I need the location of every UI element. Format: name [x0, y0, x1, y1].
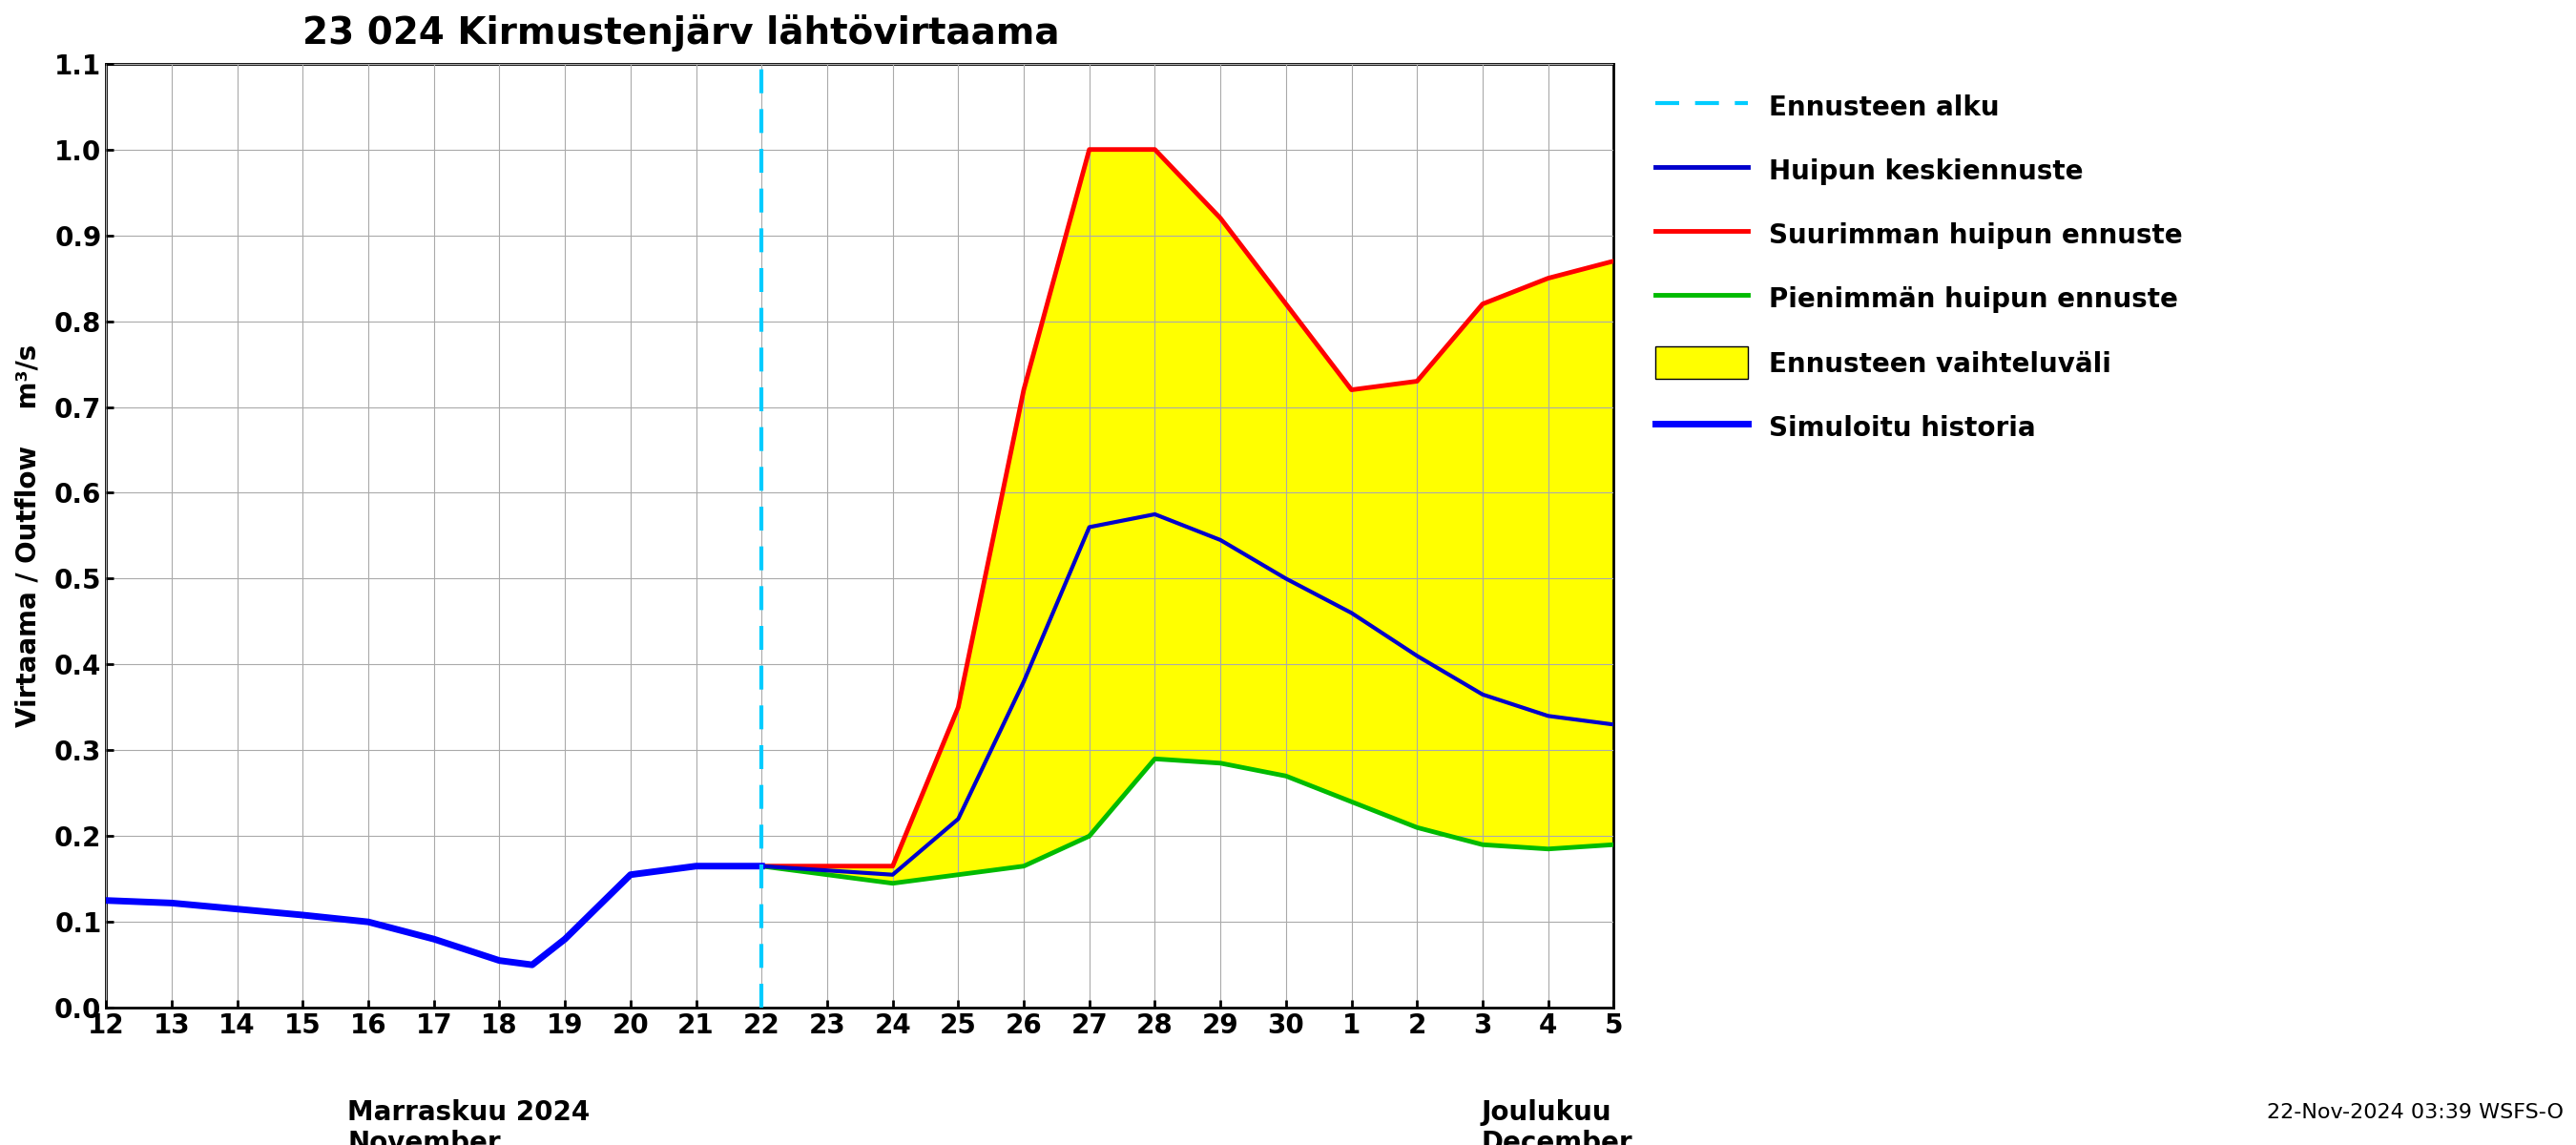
- Text: 22-Nov-2024 03:39 WSFS-O: 22-Nov-2024 03:39 WSFS-O: [2267, 1103, 2563, 1122]
- Legend: Ennusteen alku, Huipun keskiennuste, Suurimman huipun ennuste, Pienimmän huipun : Ennusteen alku, Huipun keskiennuste, Suu…: [1641, 77, 2197, 457]
- Text: Joulukuu
December: Joulukuu December: [1481, 1099, 1633, 1145]
- Text: Marraskuu 2024
November: Marraskuu 2024 November: [348, 1099, 590, 1145]
- Y-axis label: Virtaama / Outflow    m³/s: Virtaama / Outflow m³/s: [15, 345, 41, 727]
- Text: 23 024 Kirmustenjärv lähtövirtaama: 23 024 Kirmustenjärv lähtövirtaama: [301, 14, 1059, 52]
